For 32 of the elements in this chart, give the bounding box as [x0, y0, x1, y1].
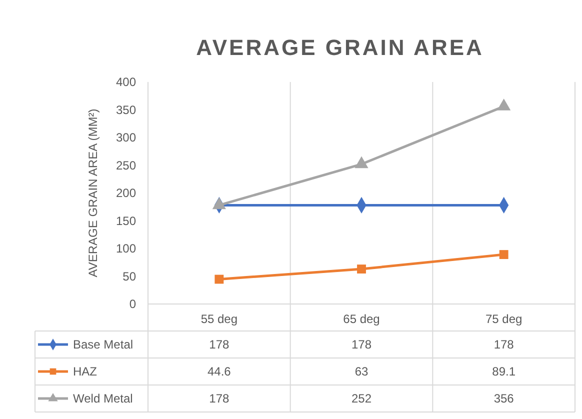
y-tick-label: 150	[116, 214, 136, 228]
legend-label: Base Metal	[73, 338, 134, 352]
data-label: 356	[494, 392, 514, 406]
y-axis-title: AVERAGE GRAIN AREA (MM²)	[86, 108, 100, 278]
y-tick-label: 100	[116, 242, 136, 256]
point	[357, 264, 366, 274]
data-label: 44.6	[207, 364, 232, 378]
y-tick-label: 400	[116, 75, 136, 89]
chart-title: AVERAGE GRAIN AREA	[196, 35, 484, 60]
x-tick-label: 55 deg	[200, 312, 238, 326]
point	[212, 197, 226, 210]
point	[497, 98, 511, 110]
y-tick-label: 200	[116, 186, 136, 200]
data-label: 178	[494, 338, 514, 352]
data-label: 178	[351, 338, 372, 352]
y-tick-label: 50	[122, 269, 136, 284]
data-label: 89.1	[492, 364, 516, 378]
data-label: 178	[209, 338, 230, 352]
y-tick-label: 0	[129, 297, 136, 311]
legend-label: Weld Metal	[73, 392, 133, 406]
y-tick-label: 350	[116, 102, 136, 117]
data-label: 252	[351, 392, 372, 406]
y-tick-label: 300	[116, 130, 136, 144]
data-label: 63	[354, 364, 368, 378]
x-tick-label: 65 deg	[343, 312, 380, 326]
legend-label: HAZ	[73, 364, 97, 378]
x-tick-label: 75 deg	[485, 312, 522, 326]
point	[214, 274, 224, 284]
data-label: 178	[209, 392, 230, 406]
y-tick-label: 250	[116, 158, 136, 172]
point	[354, 156, 368, 168]
point	[499, 250, 508, 260]
